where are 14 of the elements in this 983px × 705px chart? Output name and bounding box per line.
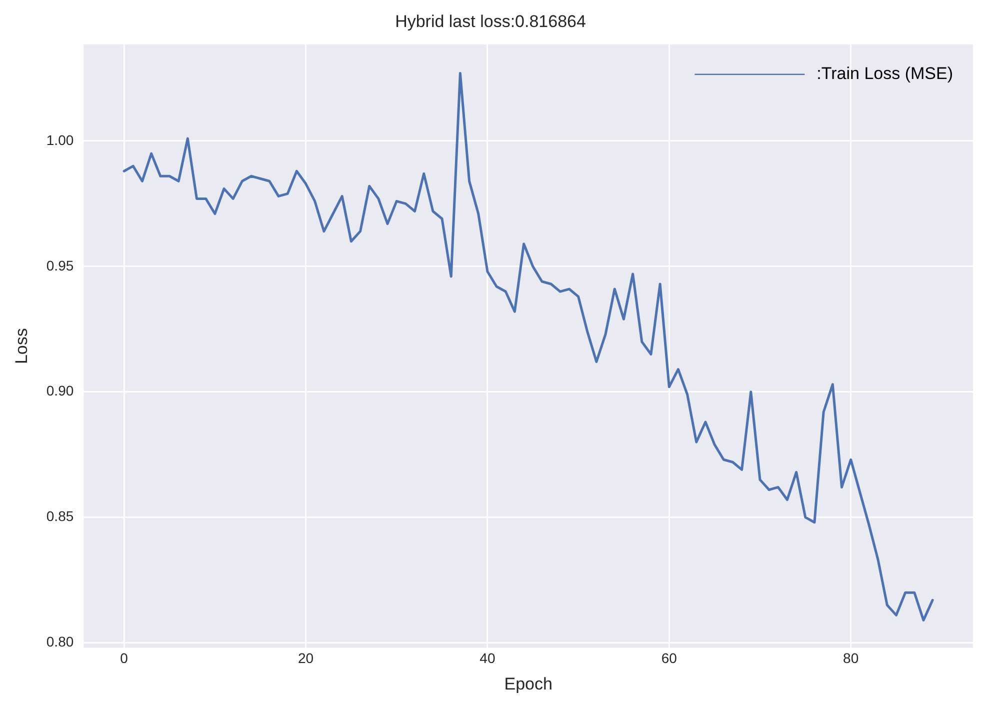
x-tick-label: 20 — [298, 650, 314, 666]
y-tick-label: 1.00 — [46, 132, 74, 148]
x-tick-label: 0 — [120, 650, 128, 666]
x-tick-label: 80 — [843, 650, 859, 666]
x-tick-label: 40 — [480, 650, 496, 666]
y-tick-label: 0.90 — [46, 382, 74, 399]
y-tick-label: 0.95 — [46, 257, 74, 274]
text: :Train Loss (MSE) — [816, 64, 954, 84]
chart-title: Hybrid last loss:0.816864 — [395, 12, 586, 31]
x-tick-label: 60 — [661, 650, 678, 666]
y-axis-title: Loss — [12, 328, 31, 364]
y-tick-label: 0.80 — [46, 634, 74, 650]
y-tick-label: 0.85 — [46, 508, 74, 524]
x-axis-title: Epoch — [504, 674, 552, 694]
